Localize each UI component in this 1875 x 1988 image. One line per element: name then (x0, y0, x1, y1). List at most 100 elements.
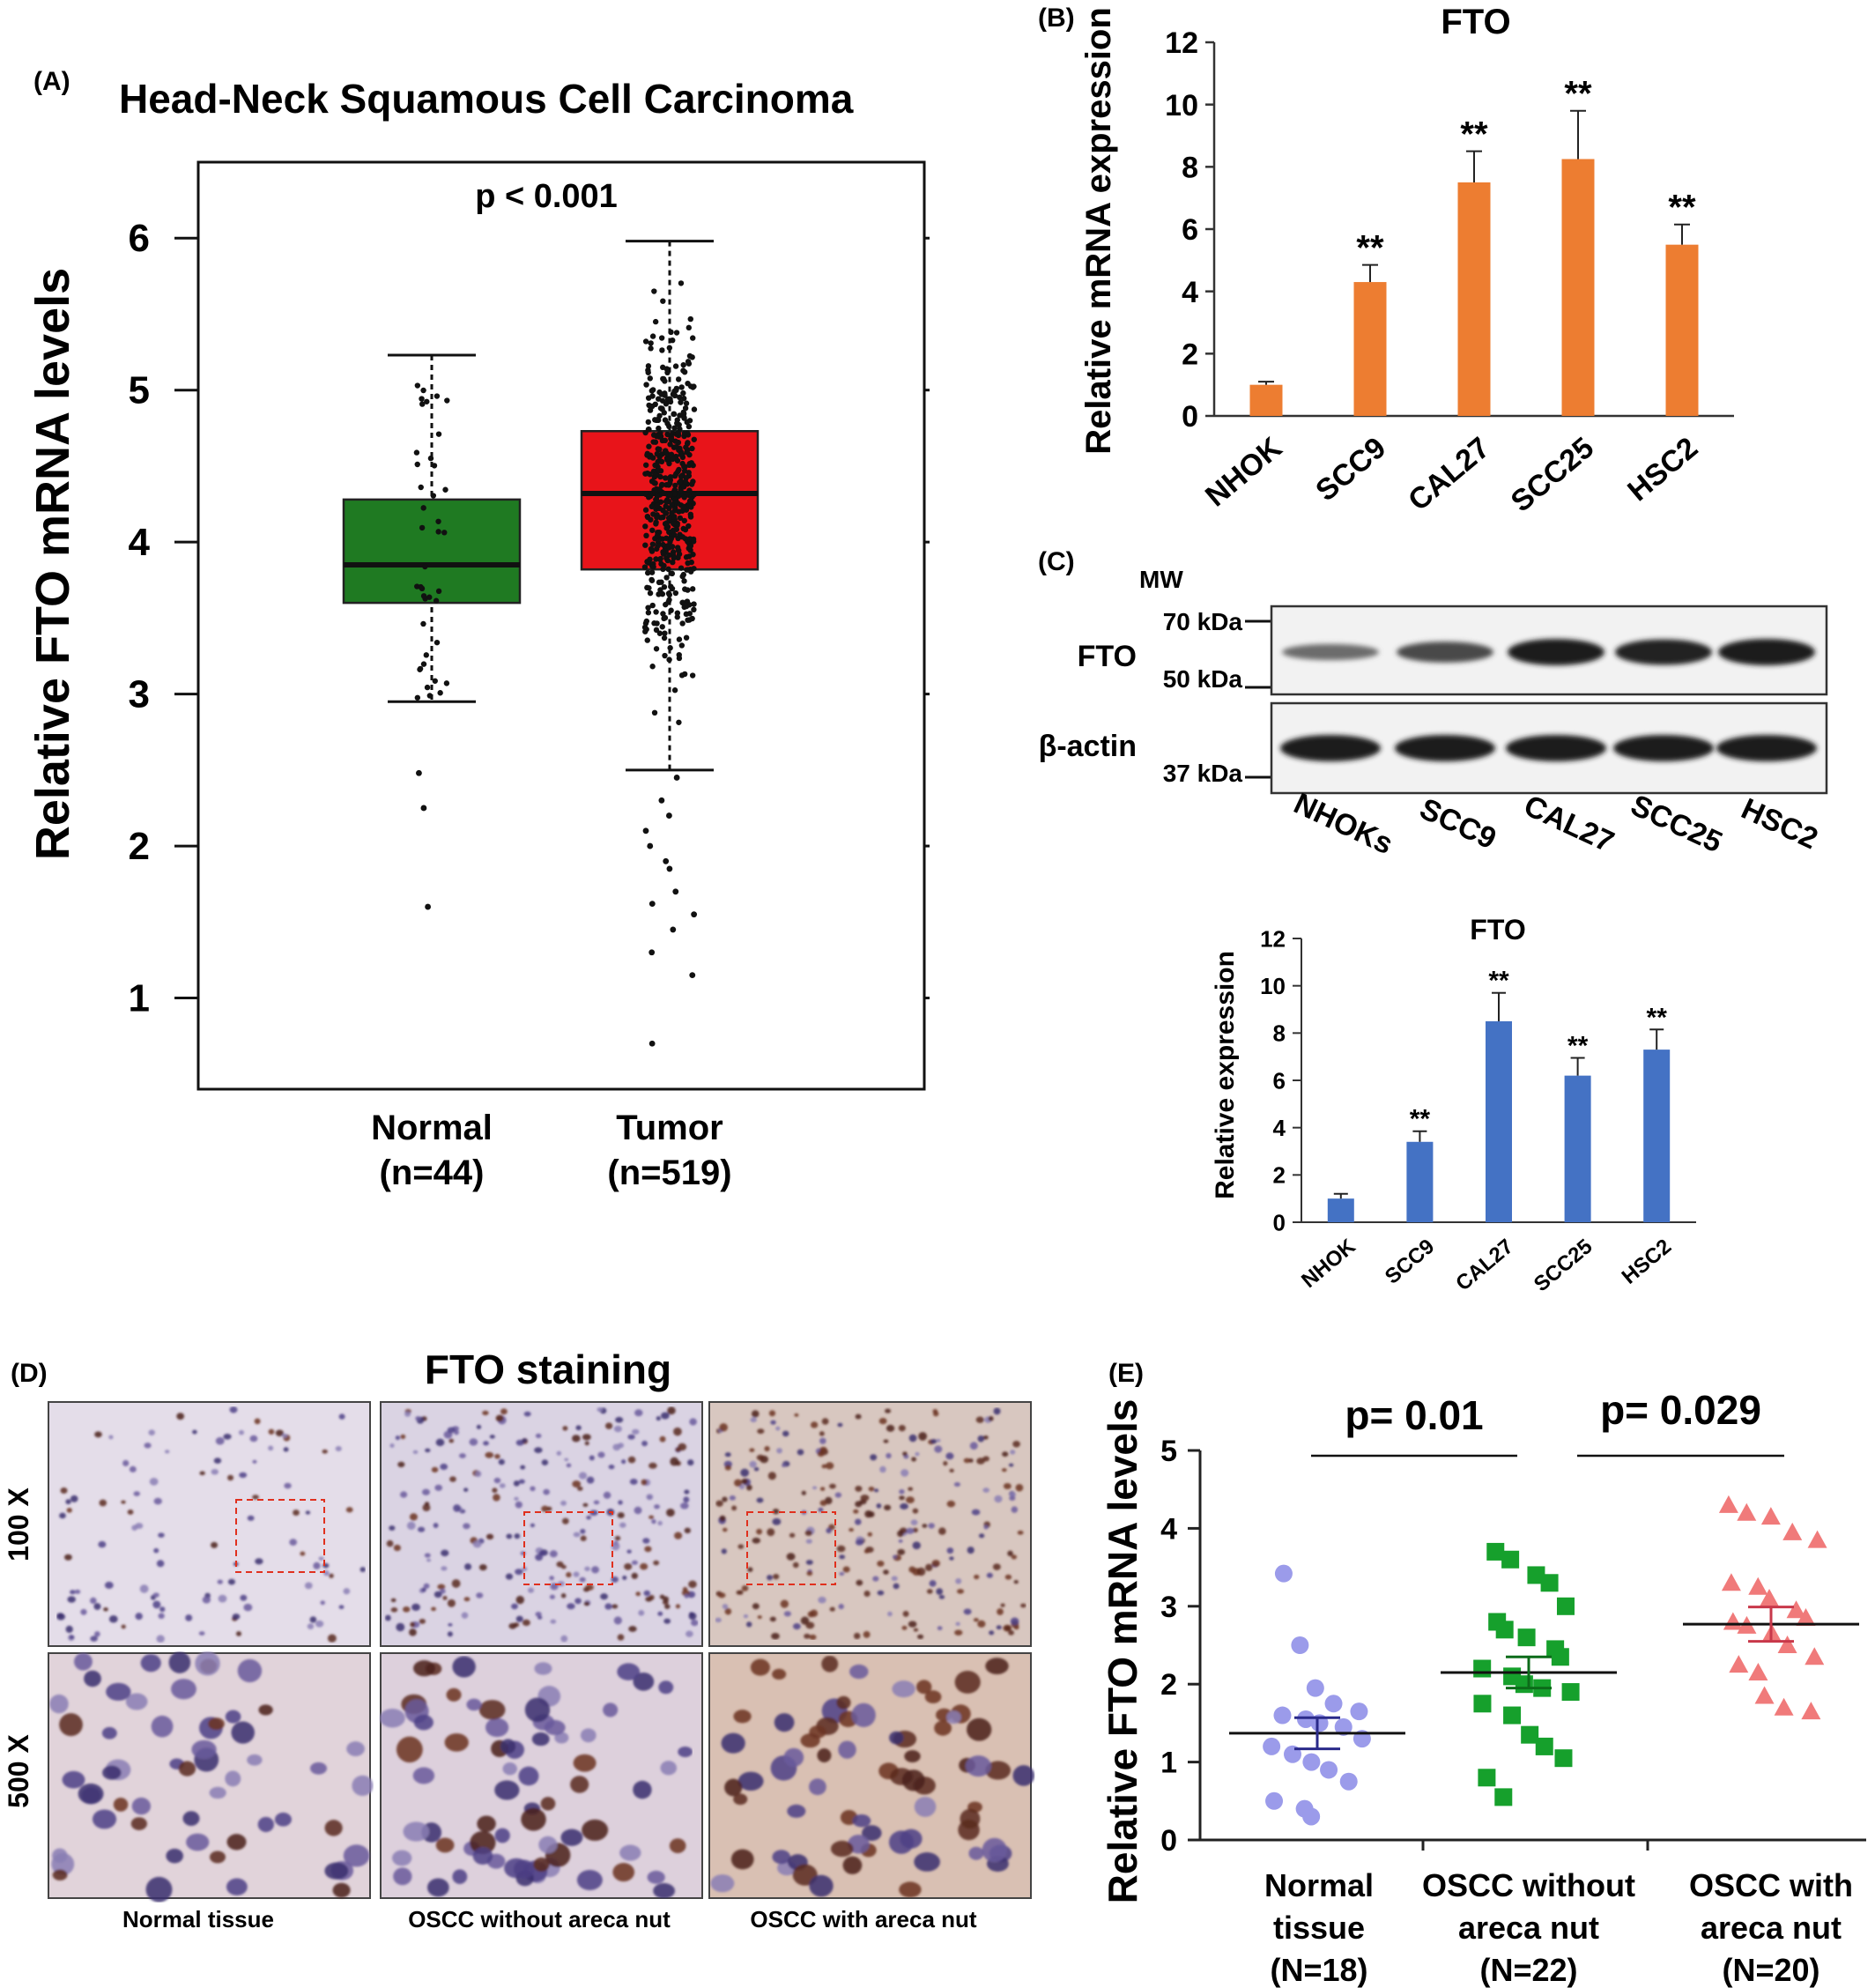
nucleus (946, 1710, 961, 1725)
nucleus (689, 1418, 697, 1426)
data-point (417, 666, 423, 672)
nucleus (626, 1549, 632, 1554)
nucleus (963, 1608, 972, 1615)
nucleus (721, 1732, 745, 1754)
nucleus (624, 1562, 633, 1570)
micrograph-500x-1 (379, 1652, 703, 1899)
data-point (658, 391, 665, 397)
nucleus (62, 1770, 85, 1789)
fto-band (1397, 642, 1493, 663)
nucleus (561, 1517, 569, 1524)
data-point (681, 464, 687, 470)
nucleus (670, 1457, 679, 1466)
nucleus (829, 1483, 836, 1489)
panel-b-label: (B) (1038, 4, 1075, 33)
nucleus (597, 1451, 605, 1458)
nucleus (208, 1717, 225, 1731)
panel-cq-ylabel: Relative expression (1211, 951, 1240, 1199)
nucleus (752, 1537, 761, 1544)
nucleus (564, 1458, 569, 1462)
nucleus (431, 1606, 436, 1612)
data-point (653, 646, 660, 652)
nucleus (977, 1620, 986, 1628)
nucleus (934, 1445, 943, 1453)
iqr-box (342, 498, 522, 605)
nucleus (953, 1482, 960, 1487)
bar-hsc2 (1643, 1050, 1671, 1222)
nucleus (580, 1528, 586, 1534)
nucleus (836, 1695, 851, 1710)
data-point (647, 590, 654, 597)
nucleus (239, 1472, 248, 1479)
nucleus (413, 1714, 434, 1731)
nucleus (731, 1505, 737, 1511)
nucleus (908, 1621, 917, 1628)
data-point (685, 359, 692, 365)
nucleus (518, 1766, 539, 1786)
data-point (661, 634, 668, 642)
nucleus (52, 1869, 68, 1880)
nucleus (842, 1566, 850, 1573)
nucleus (647, 1870, 665, 1884)
nucleus (544, 1719, 566, 1736)
nucleus (805, 1560, 813, 1565)
nucleus (724, 1465, 731, 1471)
box-group-normal (342, 353, 522, 910)
panel-b-title: FTO (1441, 3, 1510, 41)
nucleus (139, 1584, 149, 1593)
nucleus (809, 1778, 826, 1796)
y-tick-label: 10 (1165, 89, 1198, 122)
x-category-label: NHOK (1199, 431, 1288, 514)
nucleus (390, 1607, 398, 1613)
data-point (673, 330, 680, 336)
data-point (656, 396, 662, 402)
nucleus (199, 1471, 205, 1476)
nucleus (654, 1504, 660, 1510)
data-point (647, 556, 653, 563)
data-point (683, 603, 690, 610)
data-point (1777, 1636, 1797, 1653)
data-point (646, 443, 652, 449)
nucleus (666, 1508, 675, 1517)
nucleus (750, 1658, 770, 1676)
nucleus (185, 1614, 193, 1621)
nucleus (915, 1451, 920, 1457)
data-point (648, 576, 655, 583)
marker-50kda: 50 kDa (1163, 665, 1243, 693)
nucleus (629, 1479, 638, 1485)
nucleus (900, 1502, 908, 1510)
nucleus (435, 1438, 445, 1447)
data-point (434, 393, 441, 399)
micrograph-tiles (48, 1401, 1035, 1903)
nucleus (786, 1553, 796, 1561)
data-point (666, 656, 672, 663)
nucleus (585, 1584, 594, 1591)
nucleus (648, 1462, 657, 1469)
nucleus (223, 1434, 232, 1440)
data-point (651, 709, 658, 716)
nucleus (877, 1590, 885, 1596)
data-point (1473, 1695, 1492, 1713)
nucleus (1020, 1603, 1026, 1608)
data-point (663, 498, 670, 505)
nucleus (908, 1434, 917, 1443)
x-group-n: (N=20) (1722, 1952, 1819, 1988)
data-point (686, 470, 692, 476)
nucleus (423, 1583, 430, 1589)
nucleus (772, 1850, 791, 1865)
data-point (1306, 1679, 1324, 1697)
data-point (431, 463, 438, 469)
data-point (1263, 1737, 1281, 1755)
data-point (645, 367, 651, 374)
nucleus (463, 1487, 469, 1492)
nucleus (343, 1588, 351, 1595)
nucleus (797, 1449, 804, 1456)
nucleus (94, 1431, 102, 1438)
nucleus (397, 1461, 405, 1468)
nucleus (329, 1573, 334, 1578)
nucleus (908, 1487, 914, 1491)
micrograph-100x-2 (708, 1401, 1032, 1647)
nucleus (684, 1593, 689, 1599)
nucleus (733, 1710, 752, 1724)
nucleus (1000, 1603, 1005, 1607)
